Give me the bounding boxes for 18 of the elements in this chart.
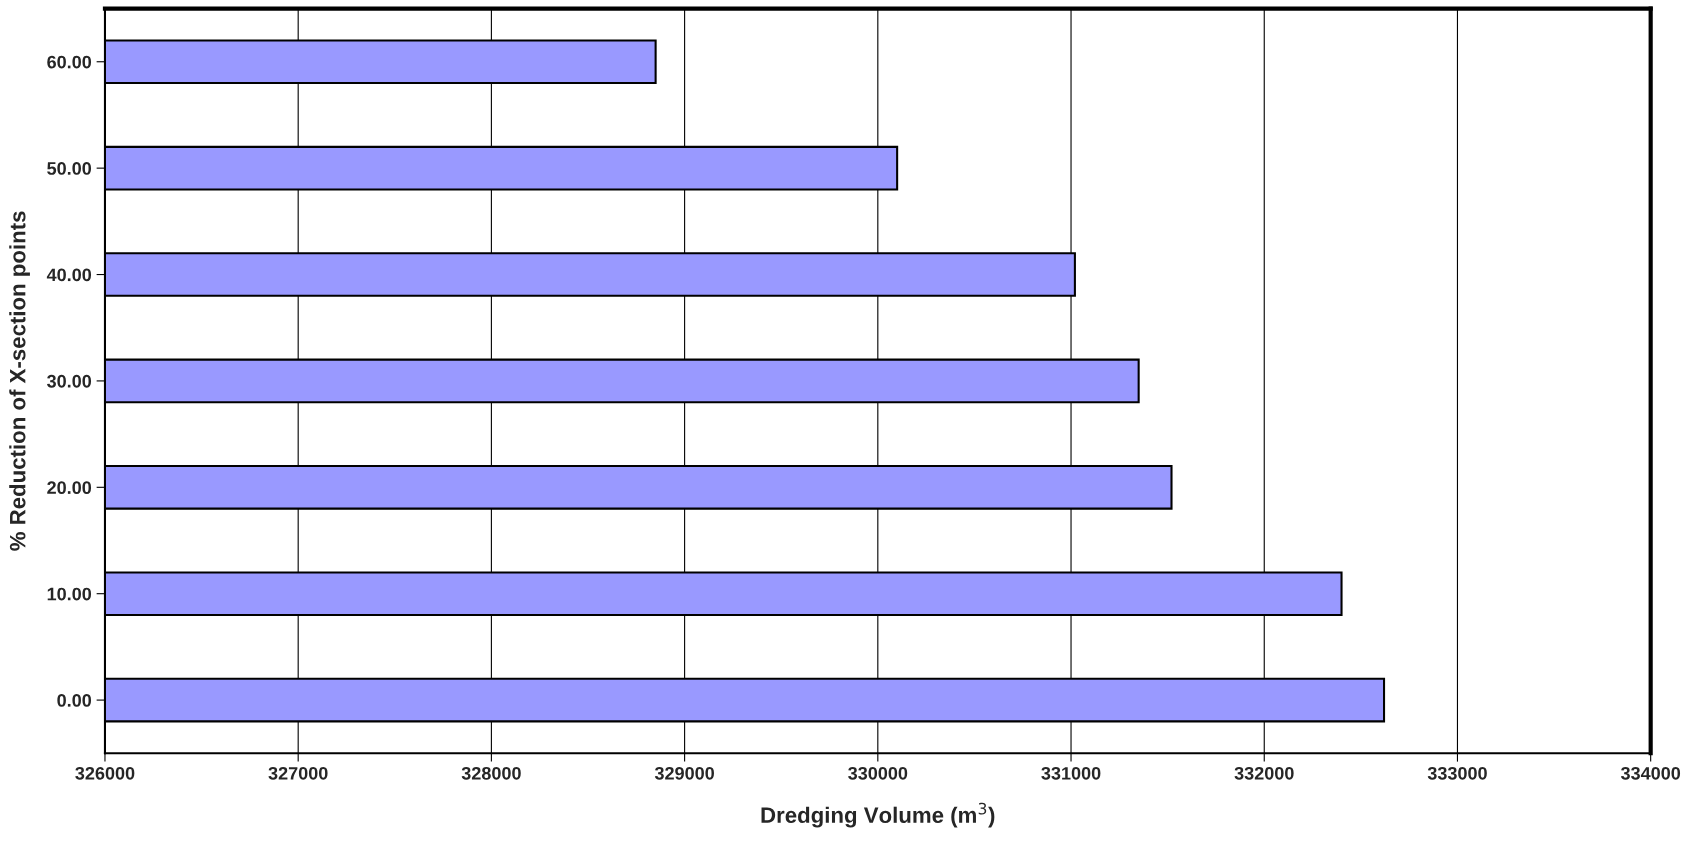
y-axis-title: % Reduction of X-section points [9, 211, 30, 551]
x-tick-label: 329000 [654, 766, 714, 780]
x-tick-label: 326000 [75, 766, 135, 780]
x-tick-label: 334000 [1620, 766, 1681, 780]
x-tick-label: 330000 [848, 766, 908, 780]
x-axis-title: Dredging Volume (m$^{3}$) [761, 802, 995, 828]
y-tick-label: 50.00 [47, 162, 92, 175]
x-tick-label: 331000 [1041, 766, 1101, 780]
y-tick-label: 0.00 [57, 694, 92, 707]
y-tick-label: 10.00 [47, 587, 92, 601]
x-tick-label: 332000 [1234, 766, 1294, 780]
y-tick-label: 60.00 [47, 55, 92, 69]
y-tick-label: 40.00 [46, 268, 92, 282]
y-tick-label: 30.00 [47, 374, 92, 388]
y-tick-label: 20.00 [47, 481, 92, 495]
x-tick-label: 328000 [461, 766, 521, 780]
x-tick-label: 333000 [1427, 766, 1487, 780]
x-tick-label: 327000 [268, 766, 328, 780]
